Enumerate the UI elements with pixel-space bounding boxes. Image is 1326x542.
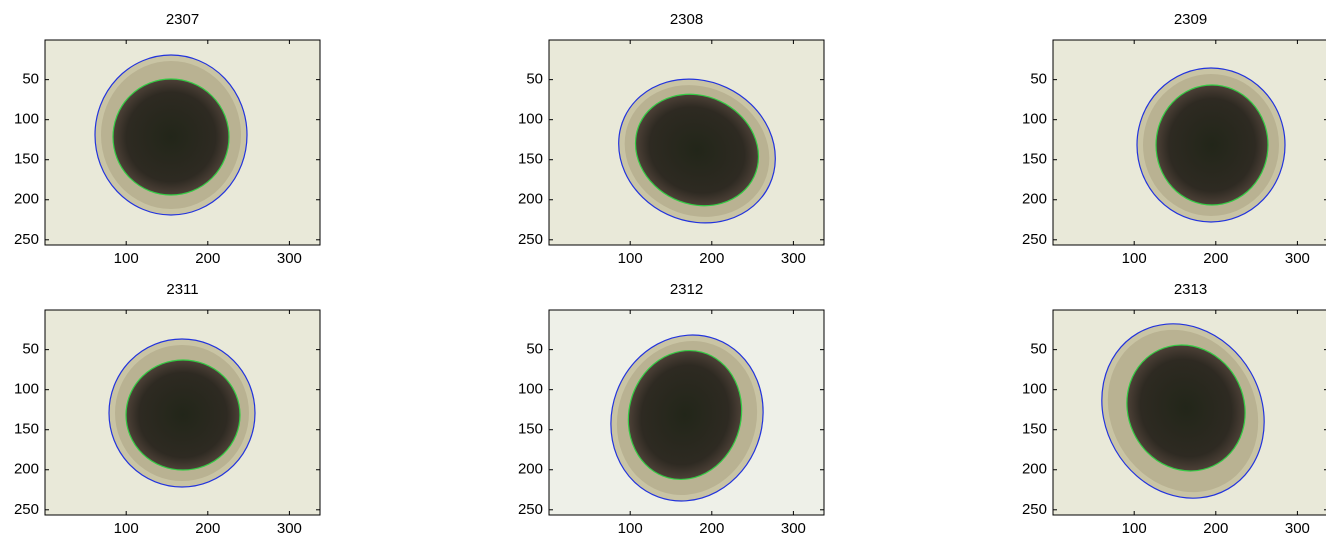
- panel: 100 200 300 50 100 150 200 250 2313: [1022, 281, 1326, 537]
- y-tick-label: 150: [1022, 421, 1047, 438]
- x-tick-label: 300: [277, 520, 302, 537]
- inner-contour: [627, 349, 743, 481]
- y-tick-label: 50: [22, 71, 39, 88]
- panel: 100 200 300 50 100 150 200 250 2308: [518, 11, 825, 267]
- y-tick-label: 50: [22, 341, 39, 358]
- panel-title: 2311: [166, 281, 198, 298]
- x-tick-label: 100: [114, 250, 139, 267]
- panel: 100 200 300 50 100 150 200 250 2309: [1022, 11, 1326, 267]
- x-tick-label: 200: [1203, 520, 1228, 537]
- y-tick-label: 200: [14, 191, 39, 208]
- panel-title: 2309: [1174, 11, 1207, 28]
- y-tick-label: 150: [518, 421, 543, 438]
- y-tick-label: 200: [518, 191, 543, 208]
- x-tick-label: 200: [699, 250, 724, 267]
- x-tick-label: 200: [699, 520, 724, 537]
- y-tick-label: 150: [14, 151, 39, 168]
- y-tick-label: 50: [1030, 71, 1047, 88]
- axes-box: [44, 309, 321, 516]
- x-tick-label: 100: [1122, 250, 1147, 267]
- y-tick-label: 200: [1022, 461, 1047, 478]
- axes-box: [548, 39, 825, 246]
- y-tick-label: 50: [526, 71, 543, 88]
- y-tick-label: 100: [518, 111, 543, 128]
- inner-contour: [125, 359, 241, 471]
- panel: 100 200 300 50 100 150 200 250 2307: [14, 11, 321, 267]
- x-tick-label: 300: [781, 250, 806, 267]
- x-tick-label: 100: [618, 250, 643, 267]
- y-tick-label: 150: [1022, 151, 1047, 168]
- y-tick-label: 250: [14, 231, 39, 248]
- axes-box: [1052, 309, 1326, 516]
- y-tick-label: 150: [14, 421, 39, 438]
- x-tick-label: 200: [195, 250, 220, 267]
- axes-box: [548, 309, 825, 516]
- y-tick-label: 100: [1022, 381, 1047, 398]
- y-tick-label: 250: [518, 501, 543, 518]
- y-tick-label: 100: [1022, 111, 1047, 128]
- inner-contour: [634, 93, 760, 207]
- y-tick-label: 250: [1022, 231, 1047, 248]
- y-tick-label: 100: [14, 111, 39, 128]
- x-tick-label: 100: [114, 520, 139, 537]
- y-tick-label: 100: [518, 381, 543, 398]
- x-tick-label: 100: [1122, 520, 1147, 537]
- x-tick-label: 300: [1285, 250, 1310, 267]
- inner-contour: [1155, 84, 1269, 206]
- x-tick-label: 300: [1285, 520, 1310, 537]
- y-tick-label: 250: [1022, 501, 1047, 518]
- panel-title: 2313: [1174, 281, 1207, 298]
- y-tick-label: 250: [518, 231, 543, 248]
- x-tick-label: 100: [618, 520, 643, 537]
- panel: 100 200 300 50 100 150 200 250 2311: [14, 281, 321, 537]
- inner-contour: [112, 78, 230, 196]
- axes-box: [1052, 39, 1326, 246]
- axes-box: [44, 39, 321, 246]
- y-tick-label: 250: [14, 501, 39, 518]
- x-tick-label: 300: [277, 250, 302, 267]
- y-tick-label: 150: [518, 151, 543, 168]
- y-tick-label: 50: [1030, 341, 1047, 358]
- y-tick-label: 200: [518, 461, 543, 478]
- panel-title: 2312: [670, 281, 703, 298]
- x-tick-label: 300: [781, 520, 806, 537]
- y-tick-label: 200: [14, 461, 39, 478]
- panel-title: 2308: [670, 11, 703, 28]
- inner-contour: [1126, 344, 1246, 472]
- y-tick-label: 200: [1022, 191, 1047, 208]
- panel: 100 200 300 50 100 150 200 250 2312: [518, 281, 825, 537]
- y-tick-label: 100: [14, 381, 39, 398]
- panel-title: 2307: [166, 11, 199, 28]
- y-tick-label: 50: [526, 341, 543, 358]
- x-tick-label: 200: [195, 520, 220, 537]
- x-tick-label: 200: [1203, 250, 1228, 267]
